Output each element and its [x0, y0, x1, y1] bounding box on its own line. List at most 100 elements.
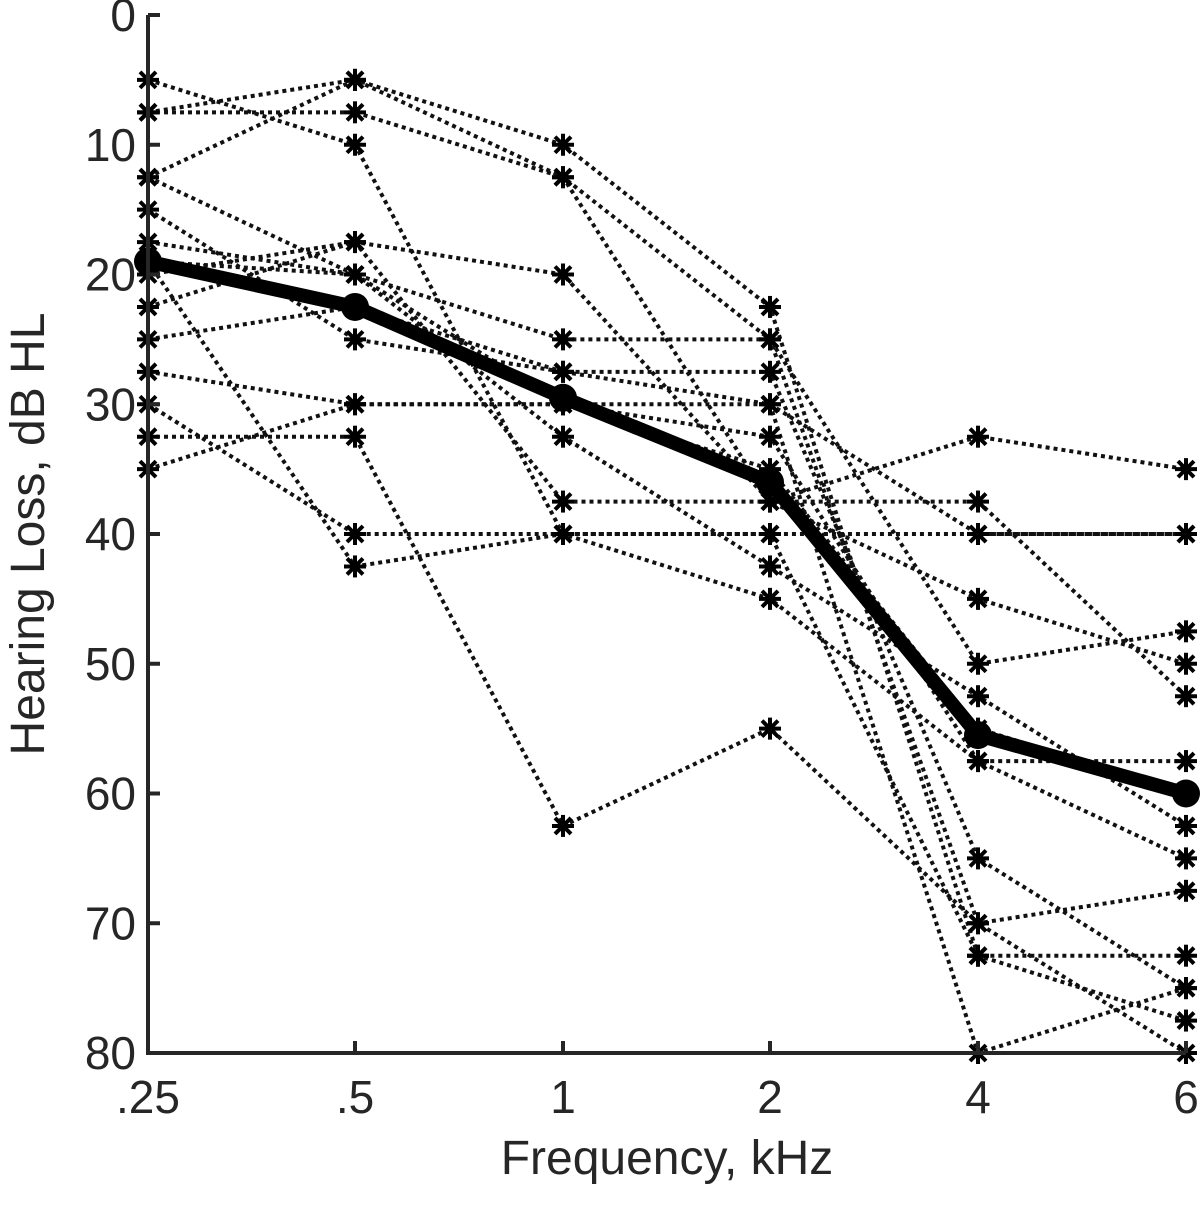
x-tick-label: .5: [336, 1071, 374, 1123]
mean-point-2: [756, 468, 784, 497]
subject-1-point-4: [759, 587, 781, 610]
subject-13-series: [137, 425, 1197, 935]
subject-15-point-6: [1175, 523, 1197, 545]
subject-10-point-5: [967, 847, 989, 870]
y-tick-label: 40: [85, 508, 136, 560]
subject-7-point-6: [1175, 814, 1197, 837]
subject-11-point-4: [759, 393, 781, 416]
subject-12-line: [146, 402, 1187, 1023]
subject-8-point-6: [1175, 685, 1197, 708]
subject-9-point-6: [1175, 652, 1197, 675]
subject-4-point-3: [552, 166, 574, 189]
subject-10-line: [147, 304, 1188, 990]
subject-3-line: [147, 77, 1186, 958]
subject-11-line: [147, 369, 1187, 1056]
subject-3-series: [137, 68, 1197, 967]
subject-7-point-3: [552, 425, 574, 448]
subject-10-point-4: [759, 360, 781, 383]
subject-5-point-6: [1175, 620, 1197, 643]
subject-13-point-4: [759, 717, 781, 740]
mean-point-6: [1172, 779, 1200, 808]
y-tick-label: 80: [85, 1027, 136, 1079]
y-axis-title: Hearing Loss, dB HL: [2, 313, 55, 756]
mean-point-1: [549, 383, 577, 412]
x-tick-label: 2: [757, 1071, 783, 1123]
subject-14-point-5: [967, 750, 989, 773]
subject-13-line: [148, 434, 1187, 926]
subject-3-point-4: [759, 295, 781, 318]
subject-13-point-2: [344, 425, 366, 448]
subject-10-series: [137, 295, 1197, 1000]
subject-4-series: [137, 68, 1197, 1064]
subject-8-point-3: [552, 263, 574, 286]
subject-2-point-5: [967, 425, 989, 448]
axes-group: [146, 13, 1188, 1055]
subject-9-line: [147, 239, 1187, 666]
subject-6-line: [146, 207, 1186, 536]
subject-2-point-2: [344, 101, 366, 124]
subject-6-point-2: [344, 328, 366, 351]
subject-15-point-4: [759, 523, 781, 545]
subject-13-point-3: [552, 814, 574, 837]
y-tick-label: 20: [85, 249, 136, 301]
subject-14-point-2: [344, 393, 366, 416]
mean-point-4: [964, 721, 992, 750]
subject-8-line: [147, 240, 1188, 698]
y-tick-label: 30: [85, 378, 136, 430]
mean-series-group: [134, 247, 1200, 808]
subject-1-line: [147, 77, 1187, 861]
tick-labels-group: 0 10 20 30 40 50 60 70 80.25 .5 1 2 4 6: [85, 0, 1199, 1123]
subject-13-point-5: [967, 912, 989, 935]
subject-7-point-4: [759, 555, 781, 578]
subject-series-group: [137, 68, 1197, 1064]
subject-5-point-3: [552, 328, 574, 351]
subject-9-point-2: [344, 231, 366, 254]
x-axis-title: Frequency, kHz: [501, 1132, 834, 1185]
subject-12-point-2: [344, 523, 366, 545]
subject-15-point-3: [552, 523, 574, 545]
subject-4-line: [147, 77, 1188, 1055]
y-tick-label: 0: [110, 0, 136, 41]
subject-8-series: [137, 231, 1197, 708]
x-tick-label: 4: [965, 1071, 991, 1123]
subject-14-point-6: [1175, 750, 1197, 773]
y-tick-label: 70: [85, 897, 136, 949]
subject-16-series: [137, 250, 1197, 805]
subject-8-point-5: [967, 490, 989, 513]
subject-10-point-3: [552, 360, 574, 383]
subject-4-point-2: [344, 68, 366, 91]
subject-14-series: [137, 393, 1197, 773]
subject-2-series: [137, 101, 1197, 513]
subject-14-line: [147, 402, 1186, 764]
subject-5-point-4: [759, 328, 781, 351]
subject-9-point-5: [967, 587, 989, 610]
subject-7-point-5: [967, 685, 989, 708]
x-tick-label: .25: [116, 1071, 180, 1123]
subject-14-point-4: [759, 425, 781, 448]
x-tick-label: 1: [550, 1071, 576, 1123]
mean-point-.5: [341, 292, 369, 321]
subject-1-point-2: [344, 133, 366, 156]
subject-3-point-3: [552, 133, 574, 156]
subject-15-line: [146, 260, 1186, 569]
x-tick-label: 6: [1173, 1071, 1199, 1123]
subject-15-point-5: [967, 523, 989, 545]
subject-7-line: [147, 240, 1188, 828]
y-tick-label: 50: [85, 638, 136, 690]
subject-12-point-5: [967, 944, 989, 967]
subject-11-point-6: [1175, 977, 1197, 1000]
subject-2-point-6: [1175, 458, 1197, 481]
subject-16-point-2: [344, 263, 366, 286]
subject-2-line: [148, 110, 1187, 504]
subject-9-point-3: [552, 490, 574, 513]
subject-12-point-6: [1175, 1009, 1197, 1032]
subject-12-series: [137, 393, 1197, 1032]
subject-13-point-6: [1175, 879, 1197, 902]
y-tick-label: 10: [85, 119, 136, 171]
subject-15-point-2: [344, 555, 366, 578]
subject-3-point-6: [1175, 944, 1197, 967]
y-tick-label: 60: [85, 768, 136, 820]
subject-1-point-6: [1175, 847, 1197, 870]
subject-5-line: [147, 175, 1187, 666]
